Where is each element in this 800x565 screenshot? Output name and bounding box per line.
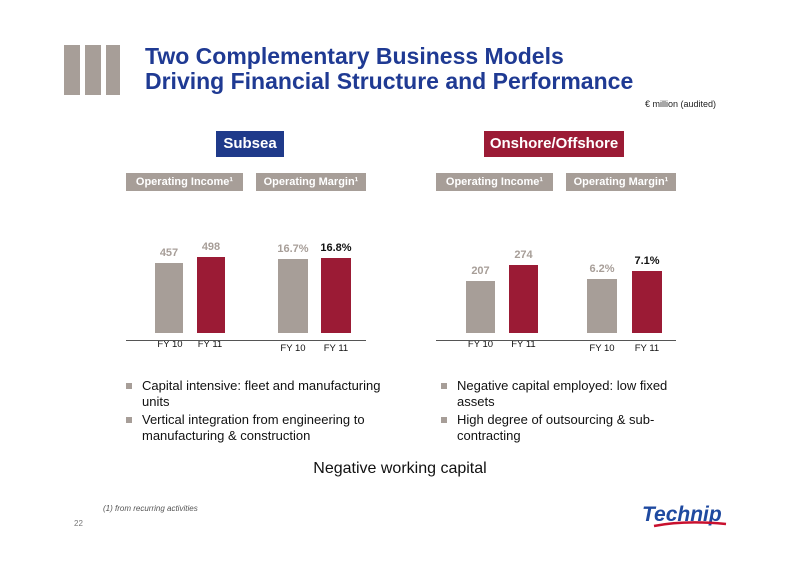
subsea-operating-income-label: Operating Income¹ <box>126 173 243 191</box>
subsea-income-x-label: FY 11 <box>197 339 223 350</box>
onshore-income-bar-fy10 <box>466 281 495 333</box>
list-item: High degree of outsourcing & sub-contrac… <box>441 412 671 444</box>
subsea-bullets: Capital intensive: fleet and manufacturi… <box>126 378 396 446</box>
slide-title: Two Complementary Business Models Drivin… <box>145 44 633 94</box>
onshore-margin-bar-fy11 <box>632 271 662 333</box>
subsea-margin-bar-fy10 <box>278 258 308 333</box>
unit-note: € million (audited) <box>644 99 716 109</box>
onshore-bullets: Negative capital employed: low fixed ass… <box>441 378 671 446</box>
subsea-margin-value-label: 16.8% <box>320 242 352 255</box>
list-item: Vertical integration from engineering to… <box>126 412 396 444</box>
title-line-1: Two Complementary Business Models <box>145 43 564 69</box>
list-item: Capital intensive: fleet and manufacturi… <box>126 378 396 410</box>
onshore-operating-margin-label: Operating Margin¹ <box>566 173 676 191</box>
list-item: Negative capital employed: low fixed ass… <box>441 378 671 410</box>
onshore-offshore-label: Onshore/Offshore <box>484 131 624 157</box>
onshore-income-x-label: FY 10 <box>467 339 494 350</box>
decorative-bar <box>64 45 80 95</box>
onshore-income-bar-fy11 <box>509 264 538 333</box>
onshore-income-value-label: 207 <box>471 265 490 278</box>
decorative-bar <box>106 45 120 95</box>
decorative-bar <box>85 45 101 95</box>
subsea-margin-x-label: FY 11 <box>323 343 349 354</box>
subsea-income-bar-fy10 <box>155 262 183 333</box>
onshore-income-x-label: FY 11 <box>511 339 536 350</box>
logo-text: Technip <box>642 503 722 526</box>
onshore-income-value-label: 274 <box>514 248 533 261</box>
onshore-margin-value-label: 6.2% <box>589 263 615 276</box>
onshore-baseline <box>436 340 676 341</box>
subsea-label: Subsea <box>216 131 284 157</box>
subsea-margin-x-label: FY 10 <box>280 343 306 354</box>
subsea-baseline <box>126 340 366 341</box>
subsea-margin-value-label: 16.7% <box>277 242 309 255</box>
subsea-margin-bar-fy11 <box>321 258 351 333</box>
onshore-margin-bar-fy10 <box>587 279 617 333</box>
onshore-margin-x-label: FY 11 <box>634 343 660 354</box>
onshore-operating-income-label: Operating Income¹ <box>436 173 553 191</box>
technip-logo: Technip <box>640 500 730 535</box>
conclusion-text: Negative working capital <box>313 460 487 477</box>
subsea-income-value-label: 498 <box>201 240 221 253</box>
onshore-margin-x-label: FY 10 <box>589 343 615 354</box>
title-line-2: Driving Financial Structure and Performa… <box>145 68 634 94</box>
footnote: (1) from recurring activities <box>103 504 198 513</box>
subsea-income-bar-fy11 <box>197 256 225 333</box>
subsea-income-x-label: FY 10 <box>157 339 183 350</box>
onshore-margin-value-label: 7.1% <box>634 255 660 268</box>
subsea-operating-margin-label: Operating Margin¹ <box>256 173 366 191</box>
page-number: 22 <box>74 519 83 528</box>
subsea-income-value-label: 457 <box>159 246 179 259</box>
